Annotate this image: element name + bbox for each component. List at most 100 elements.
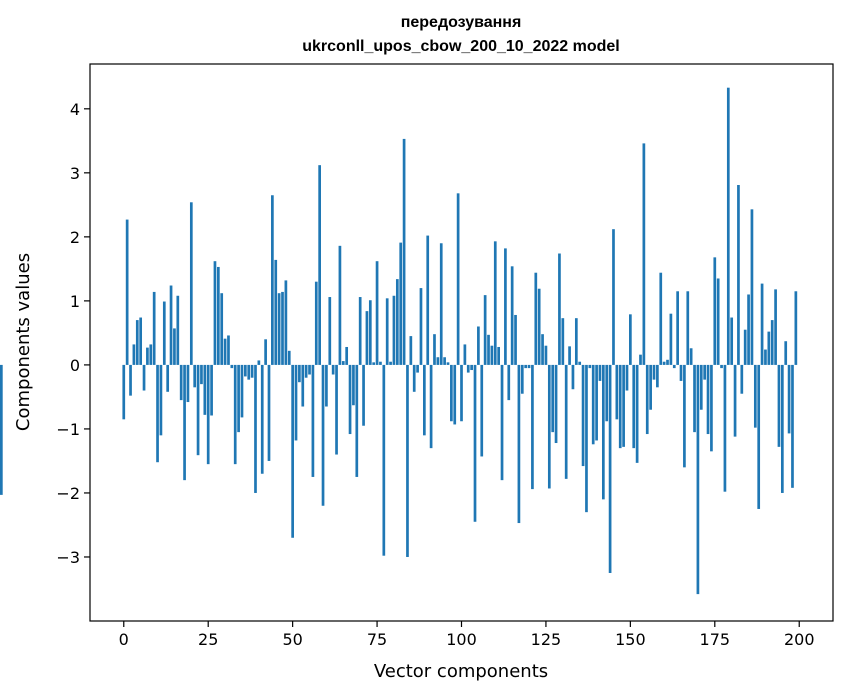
bar [338,245,342,365]
bar [598,364,602,381]
bar [186,364,190,403]
bar [436,357,440,365]
bar [240,364,244,418]
bar [176,295,180,365]
bar [794,291,798,365]
bar [693,364,696,433]
bar [487,334,490,365]
bar [345,346,349,365]
bar [355,364,359,477]
bar [662,361,666,365]
bar [166,364,170,392]
bar [726,87,730,365]
bar [740,364,744,394]
bar [537,288,541,365]
bar [791,364,794,488]
bar [544,345,548,365]
bar [443,357,446,365]
y-tick-label: 3 [70,164,80,183]
x-tick-label: 25 [198,630,218,649]
chart-title-line-1: передозування [401,14,522,31]
bar [764,349,767,365]
x-tick-label: 150 [615,630,646,649]
bar [470,364,473,371]
bar [156,364,159,463]
bar [247,364,251,380]
bar [450,364,453,422]
bar [770,320,774,365]
bar [132,344,136,365]
bar [510,266,514,365]
bar [531,364,534,490]
bar [135,320,139,365]
bar [710,364,713,452]
bar [331,364,335,375]
bar [206,364,210,465]
bar [385,298,389,365]
bar [416,364,419,373]
bar [696,364,700,595]
bar [189,202,193,365]
bar [223,338,227,365]
bar [581,364,585,467]
bar [652,364,656,380]
bar [571,364,575,390]
bar [237,364,240,433]
bar [585,364,588,513]
bar [210,364,213,416]
bar [277,293,281,365]
bar [632,364,636,449]
x-axis-ticks: 0 25 50 75 100 125 150 175 200 [119,621,815,649]
bar [318,165,321,365]
bar [463,344,467,365]
bar [612,229,615,365]
bar [588,364,592,369]
bar [601,364,605,500]
bar [666,359,669,365]
bar [233,364,237,465]
bar [578,361,582,365]
bar [558,253,561,365]
bar [250,364,254,378]
bar [699,364,703,410]
bar [244,364,247,377]
bar [406,364,409,557]
bar [747,294,750,365]
bar [493,241,497,365]
bar [200,364,203,385]
bar [551,364,555,433]
y-tick-label: −3 [56,548,80,567]
bar [423,364,426,436]
bar [129,364,132,396]
bar [760,283,764,365]
bar [527,364,531,369]
bars-group [0,87,798,595]
bar [750,209,754,365]
bar [639,354,642,365]
bar [514,314,517,365]
bar [358,297,362,365]
bar [723,364,727,492]
bar [335,364,338,455]
bar [173,328,176,365]
bar [477,326,480,365]
bar [375,261,379,365]
bar [615,364,619,420]
bar [392,295,396,365]
bar [196,364,200,456]
bar [554,364,558,444]
bar [179,364,183,401]
bar [362,364,365,426]
bar [325,364,328,407]
bar [737,185,740,365]
bar [743,329,747,365]
bar [213,261,217,365]
bar [287,350,291,365]
bar [676,291,679,365]
bar [642,143,646,365]
bar [629,314,632,365]
bar [500,364,504,481]
bar [260,364,264,474]
bar [308,364,311,375]
bar [193,364,197,388]
